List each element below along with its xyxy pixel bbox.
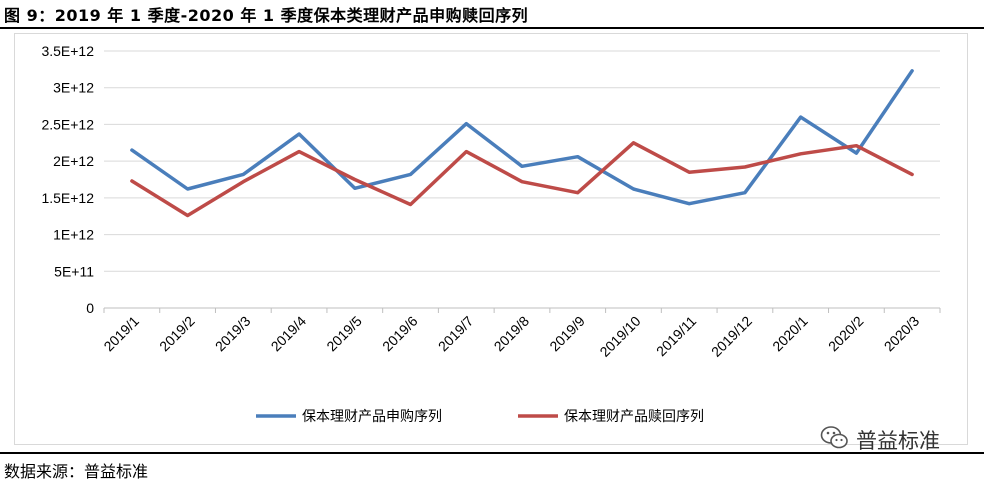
line-chart: 0 5E+11 1E+12 1.5E+12 2E+12 2.5E+12 3E+12 3.5E+… (41, 43, 941, 425)
y-axis-ticks: 0 5E+11 1E+12 1.5E+12 2E+12 2.5E+12 3E+12 3.5E+… (41, 43, 94, 316)
series-line-1 (130, 69, 914, 206)
y-tick-label: 2E+12 (53, 153, 94, 169)
y-tick-label: 2.5E+12 (41, 116, 94, 132)
source-note: 数据来源：普益标准 (4, 462, 149, 481)
x-axis-ticks: 2019/1 2019/2 2019/3 2019/4 2019/5 2019/6 2019… (100, 313, 922, 360)
grid-lines (104, 50, 940, 272)
watermark-text: 普益标准 (856, 429, 940, 453)
y-tick-label: 1.5E+12 (41, 190, 94, 206)
wechat-icon (820, 425, 850, 455)
x-tick-label: 2019/7 (435, 313, 477, 355)
x-tick-label: 2019/6 (379, 313, 421, 355)
x-tick-label: 2019/4 (268, 313, 310, 355)
x-tick-label: 2019/11 (653, 313, 700, 360)
x-tick-label: 2020/3 (881, 313, 923, 355)
x-tick-label: 2020/2 (825, 313, 867, 355)
x-tick-label: 2019/2 (156, 313, 198, 355)
legend-label-2: 保本理财产品赎回序列 (564, 408, 704, 425)
x-tick-label: 2019/12 (708, 313, 755, 360)
y-tick-label: 5E+11 (54, 263, 94, 279)
x-tick-label: 2019/5 (323, 313, 365, 355)
y-tick-label: 1E+12 (53, 227, 94, 243)
y-tick-label: 3.5E+12 (41, 43, 94, 59)
series-lines (130, 69, 914, 218)
legend-label-1: 保本理财产品申购序列 (302, 409, 442, 425)
x-tick-label: 2019/1 (100, 313, 142, 355)
y-tick-label: 3E+12 (53, 80, 94, 96)
figure-title: 图 9：2019 年 1 季度-2020 年 1 季度保本类理财产品申购赎回序列 (4, 6, 529, 25)
x-tick-label: 2019/9 (546, 313, 588, 355)
y-tick-label: 0 (86, 300, 94, 316)
x-tick-label: 2019/10 (596, 313, 643, 360)
legend: 保本理财产品申购序列 保本理财产品赎回序列 (256, 408, 704, 425)
x-tick-label: 2019/3 (212, 313, 254, 355)
bottom-rule (0, 452, 984, 454)
watermark: 普益标准 (820, 425, 940, 455)
x-axis (103, 307, 941, 313)
series-line-2 (130, 141, 914, 218)
chart-frame (14, 33, 968, 445)
top-rule (0, 27, 984, 29)
x-tick-label: 2019/8 (491, 313, 533, 355)
x-tick-label: 2020/1 (769, 313, 811, 355)
